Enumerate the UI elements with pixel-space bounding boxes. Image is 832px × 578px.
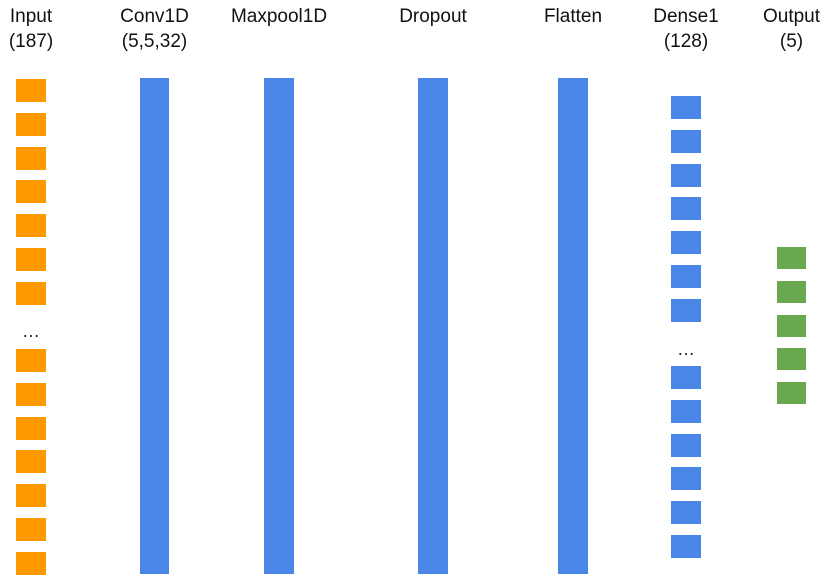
layer-name-flatten: Flatten xyxy=(543,6,603,27)
layer-conv1d: Conv1D (5,5,32) xyxy=(120,0,189,578)
dense1-node xyxy=(671,231,701,255)
input-node xyxy=(16,551,46,575)
input-ellipsis: … xyxy=(22,321,40,341)
input-node xyxy=(16,349,46,372)
output-node xyxy=(777,348,806,371)
input-node xyxy=(16,112,46,136)
layer-dropout: Dropout xyxy=(399,0,467,578)
maxpool1d-bar xyxy=(264,78,294,574)
input-node xyxy=(16,281,46,305)
dense1-node xyxy=(671,433,701,457)
input-node xyxy=(16,79,46,102)
output-node xyxy=(777,314,806,337)
layer-output: Output (5) xyxy=(763,0,820,578)
layer-flatten: Flatten xyxy=(544,0,602,578)
dropout-bar xyxy=(418,78,448,574)
layer-label-output: Output (5) xyxy=(763,4,820,54)
output-node xyxy=(777,280,806,303)
dense1-node xyxy=(671,265,701,288)
layer-name-maxpool1d: Maxpool1D xyxy=(230,6,328,27)
layer-detail-conv1d: (5,5,32) xyxy=(121,31,188,52)
input-node xyxy=(16,518,46,541)
layer-name-conv1d: Conv1D xyxy=(120,6,189,27)
output-node xyxy=(777,382,806,405)
layer-detail-output: (5) xyxy=(779,31,804,52)
conv1d-bar xyxy=(140,78,169,574)
input-node xyxy=(16,484,46,508)
dense1-node xyxy=(671,399,701,423)
input-node xyxy=(16,180,46,204)
input-node xyxy=(16,416,46,440)
input-node xyxy=(16,214,46,238)
layer-input: Input (187) … xyxy=(9,0,53,578)
layer-dense1: Dense1 (128) … xyxy=(653,0,719,578)
layer-label-flatten: Flatten xyxy=(544,4,602,29)
dense1-node xyxy=(671,467,701,491)
dense1-node xyxy=(671,535,701,558)
layer-detail-dense1: (128) xyxy=(663,31,709,52)
layer-name-output: Output xyxy=(762,6,821,27)
flatten-bar xyxy=(558,78,588,574)
dense1-node xyxy=(671,298,701,322)
layer-name-dropout: Dropout xyxy=(399,6,467,27)
output-node xyxy=(777,247,806,269)
layer-maxpool1d: Maxpool1D xyxy=(231,0,327,578)
layer-detail-input: (187) xyxy=(8,31,54,52)
dense1-ellipsis: … xyxy=(677,339,695,359)
input-node xyxy=(16,450,46,474)
layer-label-conv1d: Conv1D (5,5,32) xyxy=(120,4,189,54)
dense1-node xyxy=(671,366,701,389)
dense1-node xyxy=(671,197,701,221)
dense1-node xyxy=(671,163,701,187)
dense1-node xyxy=(671,129,701,153)
dense1-node xyxy=(671,96,701,119)
layer-label-dense1: Dense1 (128) xyxy=(653,4,719,54)
layer-label-dropout: Dropout xyxy=(399,4,467,29)
input-node xyxy=(16,382,46,406)
layer-label-input: Input (187) xyxy=(9,4,53,54)
layer-label-maxpool1d: Maxpool1D xyxy=(231,4,327,29)
dense1-node xyxy=(671,501,701,525)
layer-name-dense1: Dense1 xyxy=(653,6,719,27)
input-node xyxy=(16,146,46,170)
layer-name-input: Input xyxy=(9,6,53,27)
input-node xyxy=(16,248,46,271)
